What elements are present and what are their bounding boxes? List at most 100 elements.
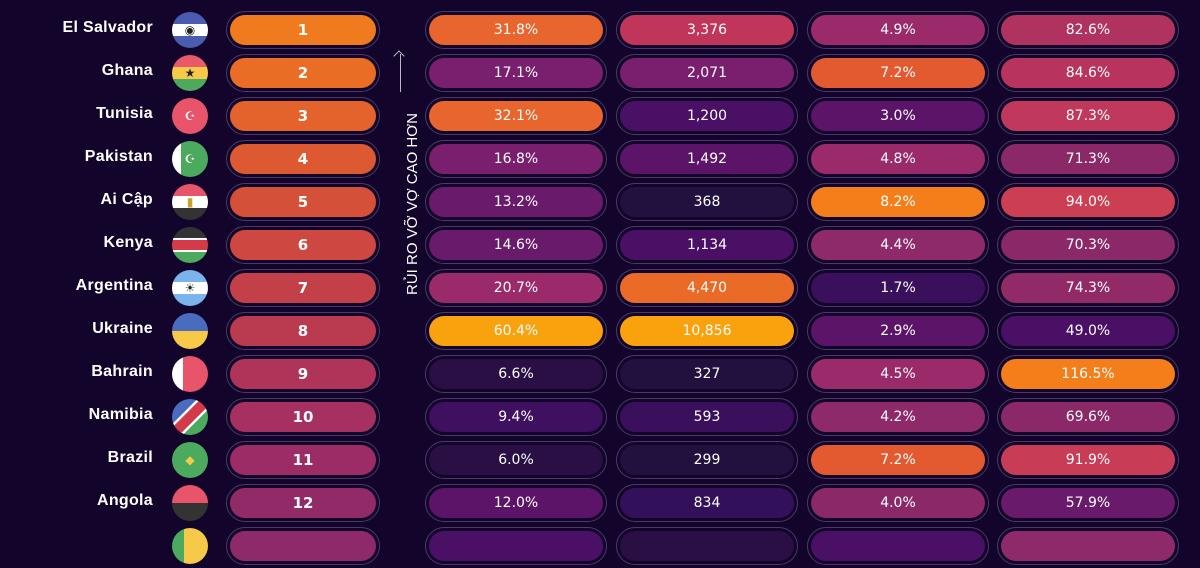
rank-value: 9 (230, 359, 376, 389)
rank-value: 12 (230, 488, 376, 518)
brazil-flag: ◆ (172, 442, 208, 478)
metric-value: 60.4% (429, 316, 603, 346)
partial-flag (172, 528, 208, 564)
namibia-flag (172, 399, 208, 435)
metric-cell-4: 74.3% (997, 269, 1179, 307)
metric-cell-2: 593 (616, 398, 798, 436)
metric-cell-3: 4.2% (807, 398, 989, 436)
metric-cell-4: 57.9% (997, 484, 1179, 522)
table-row: Kenya 6 14.6% 1,134 4.4% 70.3% (0, 224, 1200, 267)
metric-cell-3: 1.7% (807, 269, 989, 307)
arrow-line (400, 54, 401, 92)
country-name: Angola (96, 492, 153, 509)
metric-value: 17.1% (429, 58, 603, 88)
metric-value: 7.2% (811, 58, 985, 88)
country-name: Argentina (75, 277, 153, 294)
table-row: Tunisia ☪ 3 32.1% 1,200 3.0% 87.3% (0, 95, 1200, 138)
metric-cell-2: 1,492 (616, 140, 798, 178)
metric-value: 10,856 (620, 316, 794, 346)
metric-cell-4: 87.3% (997, 97, 1179, 135)
rank-value: 2 (230, 58, 376, 88)
ukraine-flag (172, 313, 208, 349)
rank-value: 4 (230, 144, 376, 174)
metric-value: 57.9% (1001, 488, 1175, 518)
arrow-up-icon (393, 50, 405, 62)
metric-cell-4 (997, 527, 1179, 565)
metric-value: 69.6% (1001, 402, 1175, 432)
axis-label: RỦI RO VỠ VỢ CAO HƠN (404, 113, 421, 295)
rank-value: 7 (230, 273, 376, 303)
metric-value: 4,470 (620, 273, 794, 303)
table-row: Brazil ◆ 11 6.0% 299 7.2% 91.9% (0, 439, 1200, 482)
metric-value: 7.2% (811, 445, 985, 475)
rank-value: 3 (230, 101, 376, 131)
metric-cell-3: 2.9% (807, 312, 989, 350)
metric-cell-3: 8.2% (807, 183, 989, 221)
table-row: Ghana ★ 2 17.1% 2,071 7.2% 84.6% (0, 52, 1200, 95)
rank-value: 5 (230, 187, 376, 217)
table-row: Ukraine 8 60.4% 10,856 2.9% 49.0% (0, 310, 1200, 353)
metric-value: 91.9% (1001, 445, 1175, 475)
country-name: Ukraine (92, 320, 153, 337)
rank-pill: 12 (226, 484, 380, 522)
metric-cell-1: 31.8% (425, 11, 607, 49)
metric-cell-2: 1,134 (616, 226, 798, 264)
table-row: Argentina ☀ 7 20.7% 4,470 1.7% 74.3% (0, 267, 1200, 310)
metric-cell-4: 94.0% (997, 183, 1179, 221)
pakistan-flag: ☪ (172, 141, 208, 177)
rank-value: 10 (230, 402, 376, 432)
egypt-flag: ▮ (172, 184, 208, 220)
table-row: Namibia 10 9.4% 593 4.2% 69.6% (0, 396, 1200, 439)
metric-cell-3: 7.2% (807, 441, 989, 479)
metric-value: 32.1% (429, 101, 603, 131)
risk-axis: RỦI RO VỠ VỢ CAO HƠN (384, 50, 424, 295)
rank-value: 11 (230, 445, 376, 475)
rank-value: 1 (230, 15, 376, 45)
metric-value: 2.9% (811, 316, 985, 346)
country-name: Brazil (107, 449, 153, 466)
metric-value: 2,071 (620, 58, 794, 88)
metric-value: 82.6% (1001, 15, 1175, 45)
metric-value: 4.0% (811, 488, 985, 518)
metric-cell-3: 3.0% (807, 97, 989, 135)
metric-cell-3: 4.5% (807, 355, 989, 393)
el-salvador-flag: ◉ (172, 12, 208, 48)
metric-value: 593 (620, 402, 794, 432)
table-row (0, 525, 1200, 568)
country-name: Ghana (101, 62, 153, 79)
country-name: Namibia (88, 406, 153, 423)
table-row: El Salvador ◉ 1 31.8% 3,376 4.9% 82.6% (0, 9, 1200, 52)
country-name: Ai Cập (100, 191, 153, 208)
metric-value: 4.8% (811, 144, 985, 174)
country-name: Tunisia (96, 105, 153, 122)
metric-value: 74.3% (1001, 273, 1175, 303)
metric-cell-1: 14.6% (425, 226, 607, 264)
metric-value: 20.7% (429, 273, 603, 303)
rank-pill: 2 (226, 54, 380, 92)
rank-pill: 11 (226, 441, 380, 479)
metric-value: 9.4% (429, 402, 603, 432)
rank-pill: 5 (226, 183, 380, 221)
metric-cell-3 (807, 527, 989, 565)
metric-cell-2: 4,470 (616, 269, 798, 307)
ghana-flag: ★ (172, 55, 208, 91)
metric-value: 368 (620, 187, 794, 217)
kenya-flag (172, 227, 208, 263)
metric-cell-1: 17.1% (425, 54, 607, 92)
metric-value: 87.3% (1001, 101, 1175, 131)
metric-value: 71.3% (1001, 144, 1175, 174)
argentina-flag: ☀ (172, 270, 208, 306)
metric-value: 8.2% (811, 187, 985, 217)
country-name: Pakistan (84, 148, 153, 165)
metric-cell-1: 6.6% (425, 355, 607, 393)
metric-cell-4: 84.6% (997, 54, 1179, 92)
metric-value: 1.7% (811, 273, 985, 303)
metric-cell-2: 368 (616, 183, 798, 221)
rank-pill: 1 (226, 11, 380, 49)
metric-cell-1 (425, 527, 607, 565)
metric-value: 327 (620, 359, 794, 389)
bahrain-flag (172, 356, 208, 392)
metric-cell-4: 82.6% (997, 11, 1179, 49)
metric-value: 834 (620, 488, 794, 518)
metric-value: 49.0% (1001, 316, 1175, 346)
